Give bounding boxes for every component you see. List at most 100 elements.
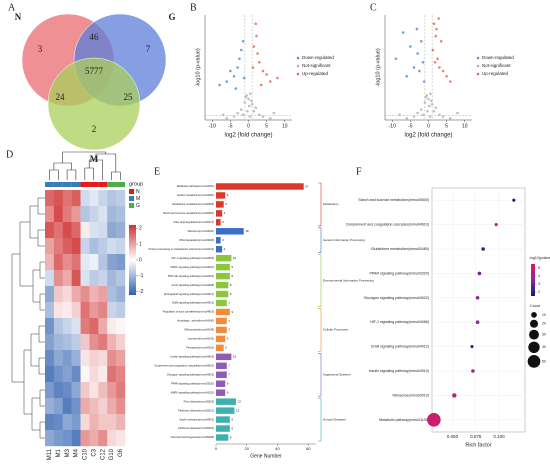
point [247,104,251,108]
heat-cell [98,350,108,367]
category-label: PPAR signaling pathway(mmu03320) [370,271,429,275]
heat-cell [62,190,72,207]
set-label: M [90,154,99,164]
value-label: 57 [305,184,309,188]
bar [216,416,230,423]
heat-cell [71,366,81,383]
heat-cell [62,238,72,255]
x-tick-label: 0 [215,446,218,451]
y-axis-label: -log10 (p-value) [195,48,201,87]
point [415,27,419,31]
heat-cell [45,398,55,415]
point [409,45,412,48]
point [456,111,459,115]
heat-cell [107,366,117,383]
group-label: Environmental Information Processing [323,278,374,282]
heat-cell [80,238,90,255]
heat-cell [80,222,90,239]
size-legend-circle [531,312,537,318]
heat-cell [62,414,72,431]
bar [216,362,227,370]
point [432,22,436,26]
heat-cell [107,222,117,239]
column-label: C3 [91,448,97,456]
group-bar [89,182,99,187]
heat-cell [107,286,117,303]
category-label: Metabolic pathways(mmu01100) [177,184,214,188]
legend-label: Not-significant [302,63,331,68]
heat-cell [62,366,72,383]
size-legend-label: 50 [542,359,546,363]
row-dendrogram [11,197,45,439]
heat-cell [98,206,108,223]
value-label: 7 [228,364,230,368]
bar [216,308,230,316]
heat-cell [89,414,99,431]
bar [216,326,227,334]
value-label: 7 [228,373,230,377]
value-label: 3 [222,220,224,224]
bubble [475,296,480,300]
point [250,99,253,103]
heat-cell [62,430,72,447]
heat-cell [98,414,108,431]
colorbar-tick-label: -1 [139,273,144,279]
heat-cell [53,430,63,447]
category-label: Ferroptosis(mmu04216) [186,346,214,350]
legend-label: Down-regulated [482,55,514,60]
value-label: 8 [230,292,232,296]
size-legend-circle [529,329,539,340]
heat-cell [45,414,55,431]
point [268,80,272,83]
value-label: 9 [231,274,233,278]
point [394,57,398,61]
region-count: 5777 [85,66,104,76]
heat-cell [71,382,81,399]
category-label: Regulation of actin cytoskeleton(mmu0481… [163,310,214,314]
heat-cell [53,414,63,431]
heat-cell [71,206,81,223]
value-label: 8 [230,435,232,439]
x-tick-label: 0.100 [493,434,505,439]
point [436,57,439,61]
point [239,48,243,52]
heat-cell [45,222,55,239]
column-label: M11 [47,448,53,460]
point [261,115,265,118]
heat-cell [107,414,117,431]
heat-cell [116,382,126,399]
point [429,92,432,96]
point [398,113,401,117]
heat-cell [53,222,63,239]
legend-label: Up-regulated [482,71,509,76]
x-tick-label: -10 [389,123,396,129]
legend-title: group [129,181,143,187]
heat-cell [80,286,90,303]
heat-cell [89,286,99,303]
heat-cell [98,398,108,415]
heat-cell [89,302,99,319]
point [430,99,433,103]
point [437,17,440,20]
bar [216,210,223,217]
heat-cell [116,430,126,447]
heat-cell [45,350,55,367]
heat-cell [53,254,63,271]
point [416,52,419,55]
heat-cell [116,350,126,367]
bar [216,219,221,226]
point [401,31,405,34]
category-label: Sphingolipid signaling pathway(mmu04071) [164,292,214,296]
x-axis-label: Rich factor [465,442,491,448]
group-bracket [318,397,322,442]
point [238,57,241,61]
group-bracket [318,254,322,307]
value-label: 7 [228,301,230,305]
column-label: G6 [118,448,124,457]
category-label: ErbB signaling pathway(mmu04012) [371,345,429,349]
point [441,69,445,73]
heat-cell [62,334,72,351]
x-axis-label: log2 (fold change) [404,133,452,139]
size-legend-title: Count [530,304,541,308]
heat-cell [98,366,108,383]
